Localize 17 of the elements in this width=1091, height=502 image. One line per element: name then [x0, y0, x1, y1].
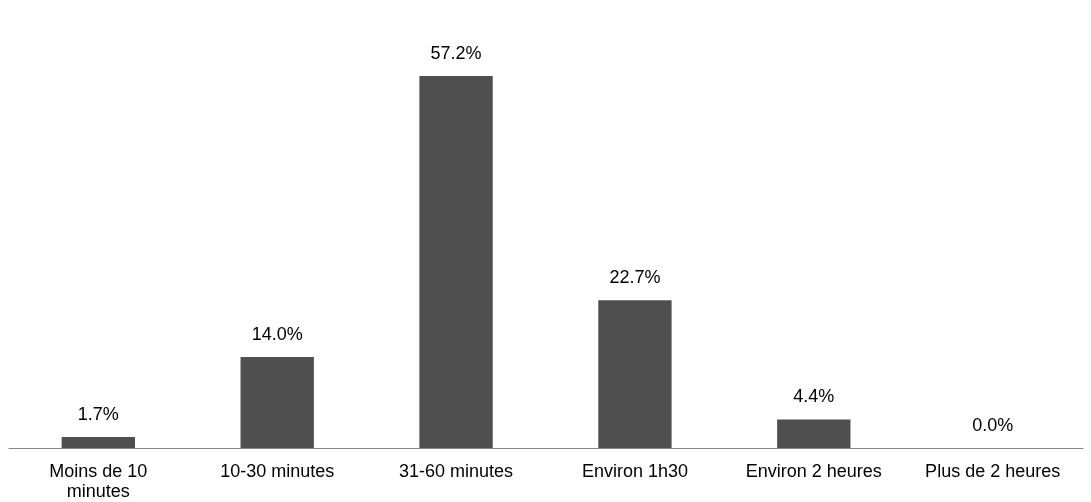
x-tick-label: Environ 2 heures [745, 460, 882, 481]
x-tick-label: Environ 1h30 [581, 460, 688, 481]
data-label: 4.4% [793, 386, 835, 407]
x-tick-label: 10-30 minutes [220, 460, 335, 481]
x-tick-label: Plus de 2 heures [925, 460, 1061, 481]
x-tick-label: 31-60 minutes [399, 460, 514, 481]
bar [777, 419, 851, 448]
bar [240, 356, 314, 448]
bar [598, 300, 672, 448]
data-label: 1.7% [77, 403, 119, 424]
bar [419, 76, 493, 448]
data-label: 22.7% [609, 267, 661, 288]
x-tick-label: Moins de 10 minutes [49, 460, 148, 501]
data-label: 14.0% [251, 323, 303, 344]
bar [61, 436, 135, 448]
data-label: 0.0% [972, 415, 1014, 435]
data-label: 57.2% [430, 43, 482, 63]
